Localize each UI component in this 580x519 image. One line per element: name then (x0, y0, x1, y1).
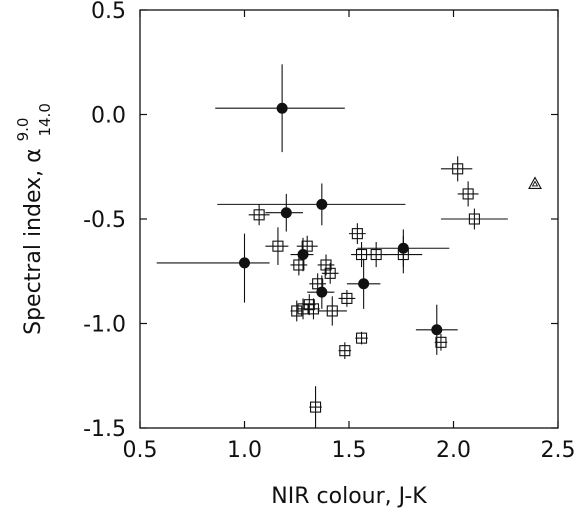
point-marker (272, 240, 284, 252)
x-tick-label: 2.5 (541, 438, 576, 463)
point-marker (528, 176, 542, 190)
point-marker (358, 278, 370, 290)
data-point-open-square (317, 254, 335, 276)
data-point-open-square (457, 181, 479, 207)
x-tick-label: 0.5 (123, 438, 158, 463)
point-marker (303, 299, 315, 311)
point-marker (320, 259, 332, 271)
y-tick-label: 0.5 (91, 0, 126, 24)
data-point-open-triangle (528, 176, 542, 190)
y-tick-label: -1.5 (83, 417, 126, 442)
x-axis: 0.5 1.0 1.5 2.0 2.5 (123, 10, 576, 463)
point-marker (431, 324, 443, 336)
y-tick-label: 0.0 (91, 104, 126, 129)
data-point-open-square (365, 241, 387, 268)
y-axis-label: Spectral index, α 9.0 14.0 (9, 103, 54, 335)
data-point-open-square (440, 208, 508, 230)
point-marker (468, 213, 480, 225)
data-point-open-square (384, 235, 423, 274)
y-axis-label-subscript: 14.0 (36, 103, 54, 136)
data-point-filled-circle (265, 193, 304, 232)
data-point-open-square (309, 386, 322, 428)
point-marker (316, 286, 328, 298)
point-marker (370, 248, 382, 261)
x-tick-label: 1.0 (227, 438, 262, 463)
point-marker (316, 198, 328, 210)
x-tick-label: 2.0 (436, 438, 471, 463)
data-point-open-square (265, 227, 289, 265)
x-axis-label: NIR colour, J-K (271, 484, 427, 509)
data-point-open-square (440, 156, 473, 182)
point-marker (397, 248, 409, 261)
y-axis-label-superscript: 9.0 (14, 118, 32, 142)
point-marker (326, 305, 338, 317)
data-point-open-square (434, 333, 448, 351)
data-point-open-square (355, 331, 368, 345)
data-point-filled-circle (217, 183, 406, 226)
data-points (156, 64, 542, 428)
y-tick-label: -0.5 (83, 208, 126, 233)
data-point-filled-circle (307, 275, 335, 309)
data-point-filled-circle (156, 233, 270, 303)
point-marker (291, 305, 303, 317)
point-marker (293, 259, 305, 271)
data-point-open-square (338, 342, 352, 360)
data-point-open-square (248, 204, 270, 226)
data-point-open-square (290, 254, 308, 276)
y-axis: 0.5 0.0 -0.5 -1.0 -1.5 (83, 0, 558, 442)
y-axis-label-group: Spectral index, α 9.0 14.0 (9, 103, 54, 335)
point-marker (307, 303, 320, 315)
data-point-filled-circle (215, 64, 345, 153)
point-marker (452, 163, 464, 175)
data-point-filled-circle (415, 304, 458, 355)
data-point-open-square (321, 262, 339, 284)
point-marker-inner (531, 180, 539, 187)
point-marker (276, 102, 288, 114)
y-axis-label-text: Spectral index, α (21, 148, 46, 335)
data-point-open-square (349, 223, 366, 245)
point-marker (312, 278, 324, 290)
point-marker (310, 401, 322, 413)
point-marker (351, 228, 363, 240)
data-point-open-square (338, 290, 356, 307)
data-point-open-square (317, 296, 347, 326)
point-marker (341, 292, 353, 304)
point-marker (355, 332, 368, 344)
point-marker (435, 336, 447, 348)
data-point-open-square (309, 273, 327, 295)
point-marker (253, 209, 265, 221)
data-point-filled-circle (290, 237, 314, 272)
point-marker (239, 257, 250, 269)
point-marker (462, 188, 474, 200)
point-marker (324, 267, 336, 279)
data-point-filled-circle (346, 258, 381, 309)
point-marker (339, 345, 351, 357)
data-point-open-square (290, 300, 304, 322)
x-tick-label: 1.5 (332, 438, 367, 463)
point-marker (301, 240, 313, 252)
data-point-open-square (307, 298, 320, 320)
y-tick-label: -1.0 (83, 313, 126, 338)
point-marker (280, 207, 292, 219)
data-point-open-square (296, 235, 318, 257)
